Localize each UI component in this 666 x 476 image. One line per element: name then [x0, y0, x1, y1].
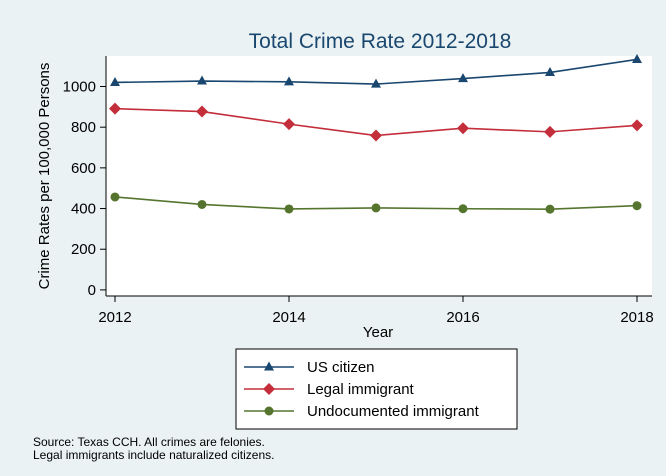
- data-point: [370, 129, 382, 142]
- legend-item-us-citizen: US citizen: [244, 359, 375, 376]
- legend-label: Legal immigrant: [307, 381, 415, 398]
- data-point: [196, 105, 208, 118]
- y-tick-label: 800: [71, 119, 96, 136]
- data-point: [631, 119, 643, 132]
- data-point: [458, 204, 468, 214]
- legend-item-legal-immigrant: Legal immigrant: [244, 381, 415, 398]
- data-point: [371, 78, 381, 88]
- data-point: [632, 201, 642, 211]
- x-axis: 2012 2014 2016 2018: [98, 295, 654, 326]
- x-tick-label: 2016: [446, 309, 479, 326]
- data-point: [545, 66, 555, 76]
- data-point: [110, 76, 120, 86]
- series-legal-immigrant: [109, 102, 643, 142]
- legend-label: Undocumented immigrant: [307, 403, 480, 420]
- data-point: [109, 102, 121, 115]
- data-point: [458, 73, 468, 83]
- x-tick-label: 2018: [620, 309, 653, 326]
- source-note: Source: Texas CCH. All crimes are feloni…: [33, 435, 265, 449]
- y-tick-label: 1000: [63, 79, 96, 96]
- data-point: [545, 204, 555, 214]
- legend-item-undocumented-immigrant: Undocumented immigrant: [244, 403, 480, 420]
- series-undocumented-immigrant: [110, 192, 642, 214]
- legend-marker: [264, 361, 274, 371]
- x-axis-label: Year: [363, 324, 393, 341]
- data-point: [283, 118, 295, 131]
- chart-title: Total Crime Rate 2012-2018: [249, 30, 512, 53]
- data-point: [284, 204, 294, 214]
- data-point: [457, 122, 469, 135]
- legend: US citizen Legal immigrant Undocumented im…: [235, 348, 518, 430]
- x-tick-label: 2014: [272, 309, 305, 326]
- data-point: [544, 125, 556, 138]
- definition-note: Legal immigrants include naturalized cit…: [33, 448, 275, 462]
- y-axis: 0 200 400 600 800 1000: [63, 56, 107, 299]
- legend-marker: [264, 406, 274, 416]
- data-point: [110, 192, 120, 202]
- y-tick-label: 600: [71, 160, 96, 177]
- x-tick-label: 2012: [98, 309, 131, 326]
- y-tick-label: 200: [71, 241, 96, 258]
- data-point: [632, 53, 642, 63]
- legend-label: US citizen: [307, 359, 375, 376]
- data-point: [371, 203, 381, 213]
- series-layer: [109, 53, 643, 214]
- plot-area: [106, 56, 652, 296]
- data-point: [197, 75, 207, 85]
- data-point: [197, 199, 207, 209]
- legend-marker: [263, 383, 275, 395]
- y-axis-label: Crime Rates per 100,000 Persons: [36, 63, 53, 290]
- y-tick-label: 400: [71, 201, 96, 218]
- y-tick-label: 0: [88, 282, 96, 299]
- data-point: [284, 76, 294, 86]
- series-us-citizen: [110, 53, 642, 88]
